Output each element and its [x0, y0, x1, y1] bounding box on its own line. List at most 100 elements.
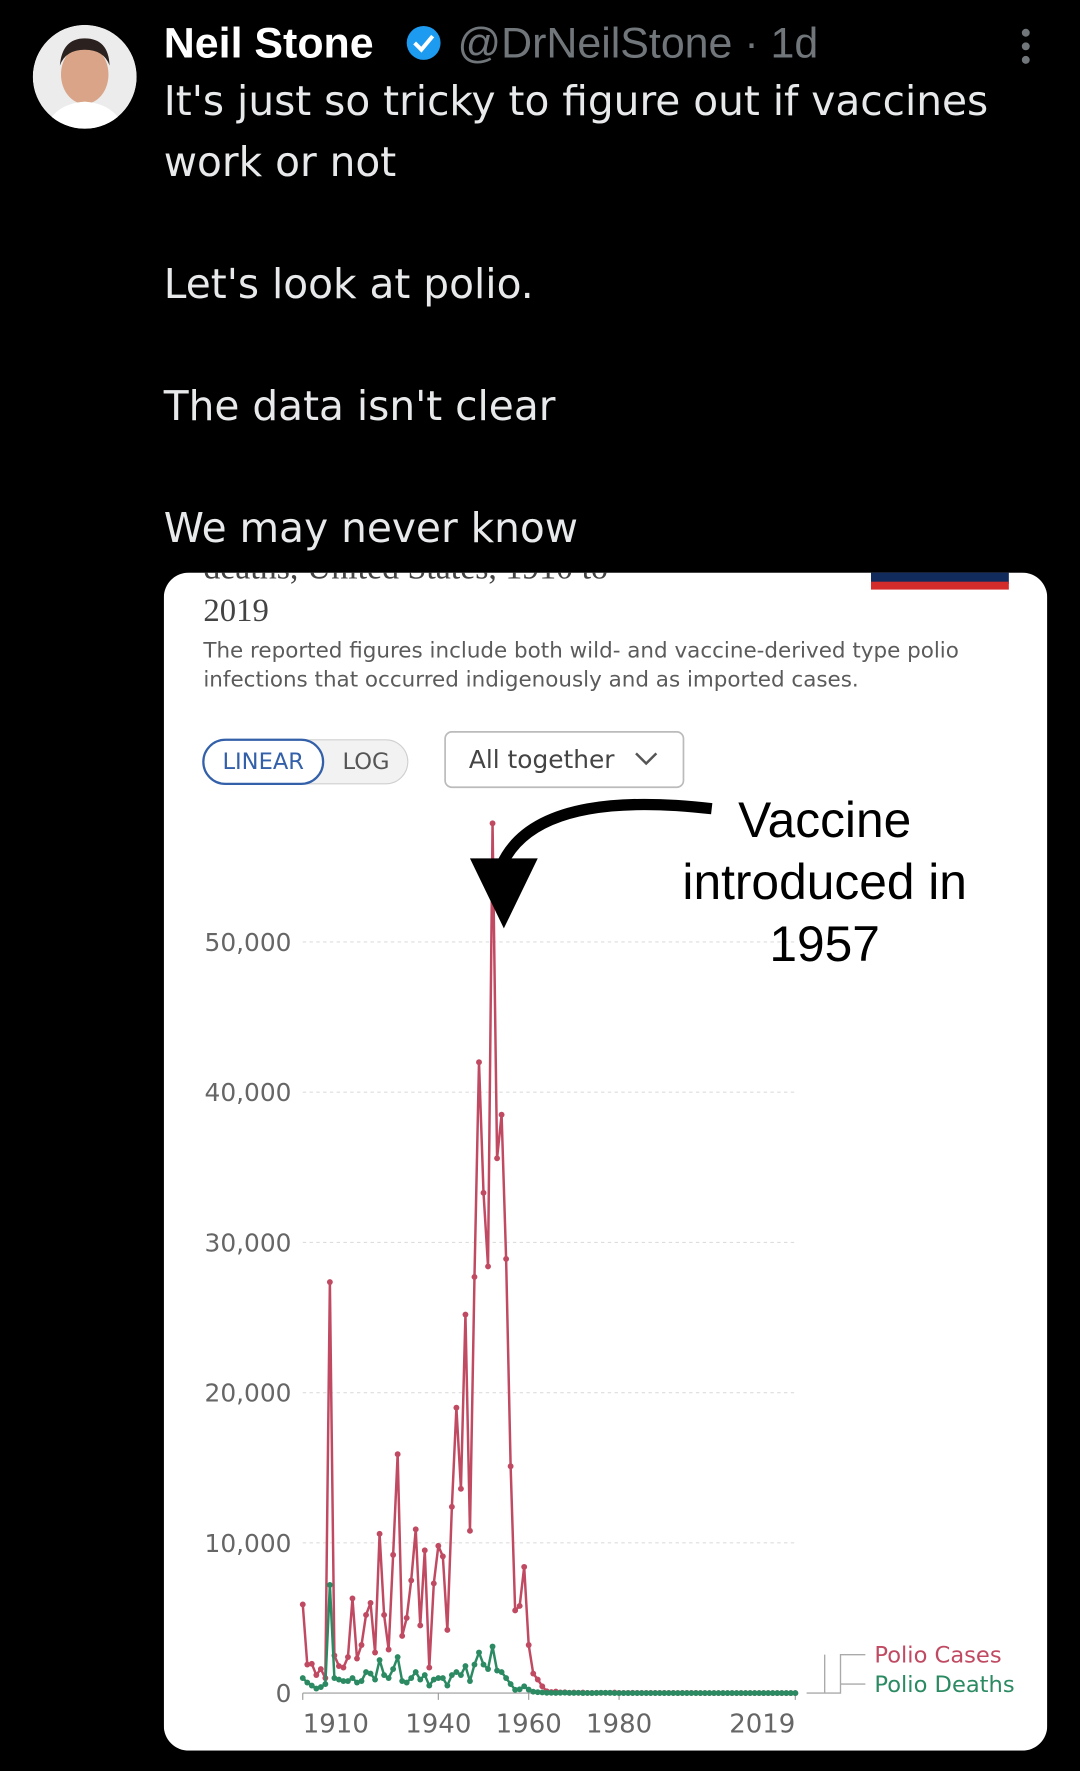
annotation-arrowhead: [469, 858, 538, 929]
data-point: [367, 1599, 374, 1606]
y-tick-label: 10,000: [205, 1529, 292, 1558]
data-point: [326, 1581, 333, 1588]
data-point: [453, 1669, 460, 1675]
data-point: [516, 1686, 523, 1693]
verified-badge: [406, 25, 441, 60]
data-point: [313, 1672, 320, 1678]
data-point: [354, 1655, 360, 1662]
data-point: [530, 1688, 537, 1695]
data-point: [363, 1669, 369, 1675]
data-point: [747, 1690, 754, 1697]
data-point: [489, 820, 496, 827]
avatar[interactable]: [32, 24, 137, 129]
data-point: [552, 1689, 559, 1696]
data-point: [512, 1607, 519, 1614]
data-point: [408, 1675, 415, 1681]
data-point: [299, 1675, 306, 1681]
legend-connector: [806, 1653, 866, 1694]
data-point: [412, 1526, 419, 1533]
data-point: [670, 1690, 677, 1697]
author-meta[interactable]: @DrNeilStone · 1d: [458, 20, 819, 68]
author-name[interactable]: Neil Stone: [164, 20, 374, 68]
data-point: [435, 1675, 442, 1681]
data-point: [308, 1682, 315, 1689]
x-tick-label: 2019: [729, 1710, 795, 1740]
legend-entry: Polio Deaths: [874, 1672, 1014, 1698]
data-point: [476, 1059, 482, 1066]
data-point: [525, 1642, 532, 1648]
data-point: [616, 1690, 623, 1697]
data-point: [304, 1679, 311, 1686]
data-point: [345, 1678, 351, 1684]
annotation-text: 1957: [769, 916, 880, 972]
data-point: [634, 1690, 641, 1697]
data-point: [399, 1633, 406, 1639]
data-point: [494, 1155, 501, 1162]
data-point: [557, 1689, 564, 1696]
more-menu[interactable]: [1021, 28, 1030, 64]
data-point: [403, 1615, 410, 1621]
data-point: [299, 1601, 306, 1608]
data-point: [760, 1690, 767, 1697]
data-point: [426, 1682, 433, 1689]
data-point: [322, 1681, 329, 1687]
data-point: [751, 1690, 758, 1697]
data-point: [674, 1690, 681, 1697]
tweet-line: work or not: [164, 138, 396, 186]
dropdown[interactable]: [444, 731, 685, 789]
data-point: [358, 1678, 365, 1684]
data-point: [629, 1690, 636, 1697]
annotation-text: Vaccine: [738, 792, 911, 848]
data-point: [498, 1111, 505, 1118]
data-point: [340, 1678, 347, 1684]
chart-subtitle: infections that occurred indigenously an…: [203, 668, 858, 693]
data-point: [412, 1669, 419, 1675]
data-point: [453, 1404, 460, 1411]
y-tick-label: 20,000: [205, 1379, 292, 1408]
data-point: [489, 1643, 496, 1650]
chart-subtitle: The reported figures include both wild- …: [202, 638, 959, 663]
y-tick-label: 40,000: [205, 1078, 292, 1107]
data-point: [769, 1690, 776, 1697]
data-point: [462, 1663, 469, 1669]
data-point: [444, 1627, 451, 1633]
data-point: [738, 1690, 745, 1697]
data-point: [313, 1685, 320, 1692]
chart-image[interactable]: deaths, United States, 1910 to 2019 The …: [163, 549, 1048, 1751]
log-button[interactable]: LOG: [342, 749, 389, 775]
data-point: [335, 1676, 342, 1683]
data-point: [367, 1670, 374, 1677]
data-point: [570, 1690, 577, 1696]
linear-button[interactable]: [202, 738, 325, 785]
logo: [871, 572, 1009, 584]
chart-title: deaths, United States, 1910 to: [203, 549, 608, 586]
data-point: [421, 1672, 428, 1678]
data-point: [467, 1527, 473, 1534]
data-point: [733, 1690, 740, 1697]
data-point: [579, 1690, 586, 1696]
data-point: [507, 1463, 514, 1470]
data-point: [372, 1649, 378, 1656]
data-point: [521, 1563, 528, 1570]
x-tick-label: 1980: [586, 1710, 652, 1740]
data-point: [394, 1451, 401, 1458]
data-point: [598, 1689, 604, 1696]
data-point: [457, 1672, 464, 1678]
data-point: [503, 1255, 510, 1262]
data-point: [575, 1689, 582, 1696]
data-point: [376, 1657, 383, 1663]
data-point: [354, 1679, 360, 1686]
data-point: [381, 1672, 388, 1678]
data-point: [439, 1675, 446, 1681]
data-point: [706, 1690, 713, 1697]
logo-stripe: [871, 581, 1009, 590]
data-point: [471, 1661, 478, 1668]
data-point: [692, 1690, 699, 1697]
data-point: [399, 1678, 406, 1684]
linear-label: LINEAR: [222, 749, 304, 775]
data-point: [521, 1683, 528, 1690]
data-point: [435, 1542, 442, 1549]
data-point: [647, 1690, 654, 1697]
